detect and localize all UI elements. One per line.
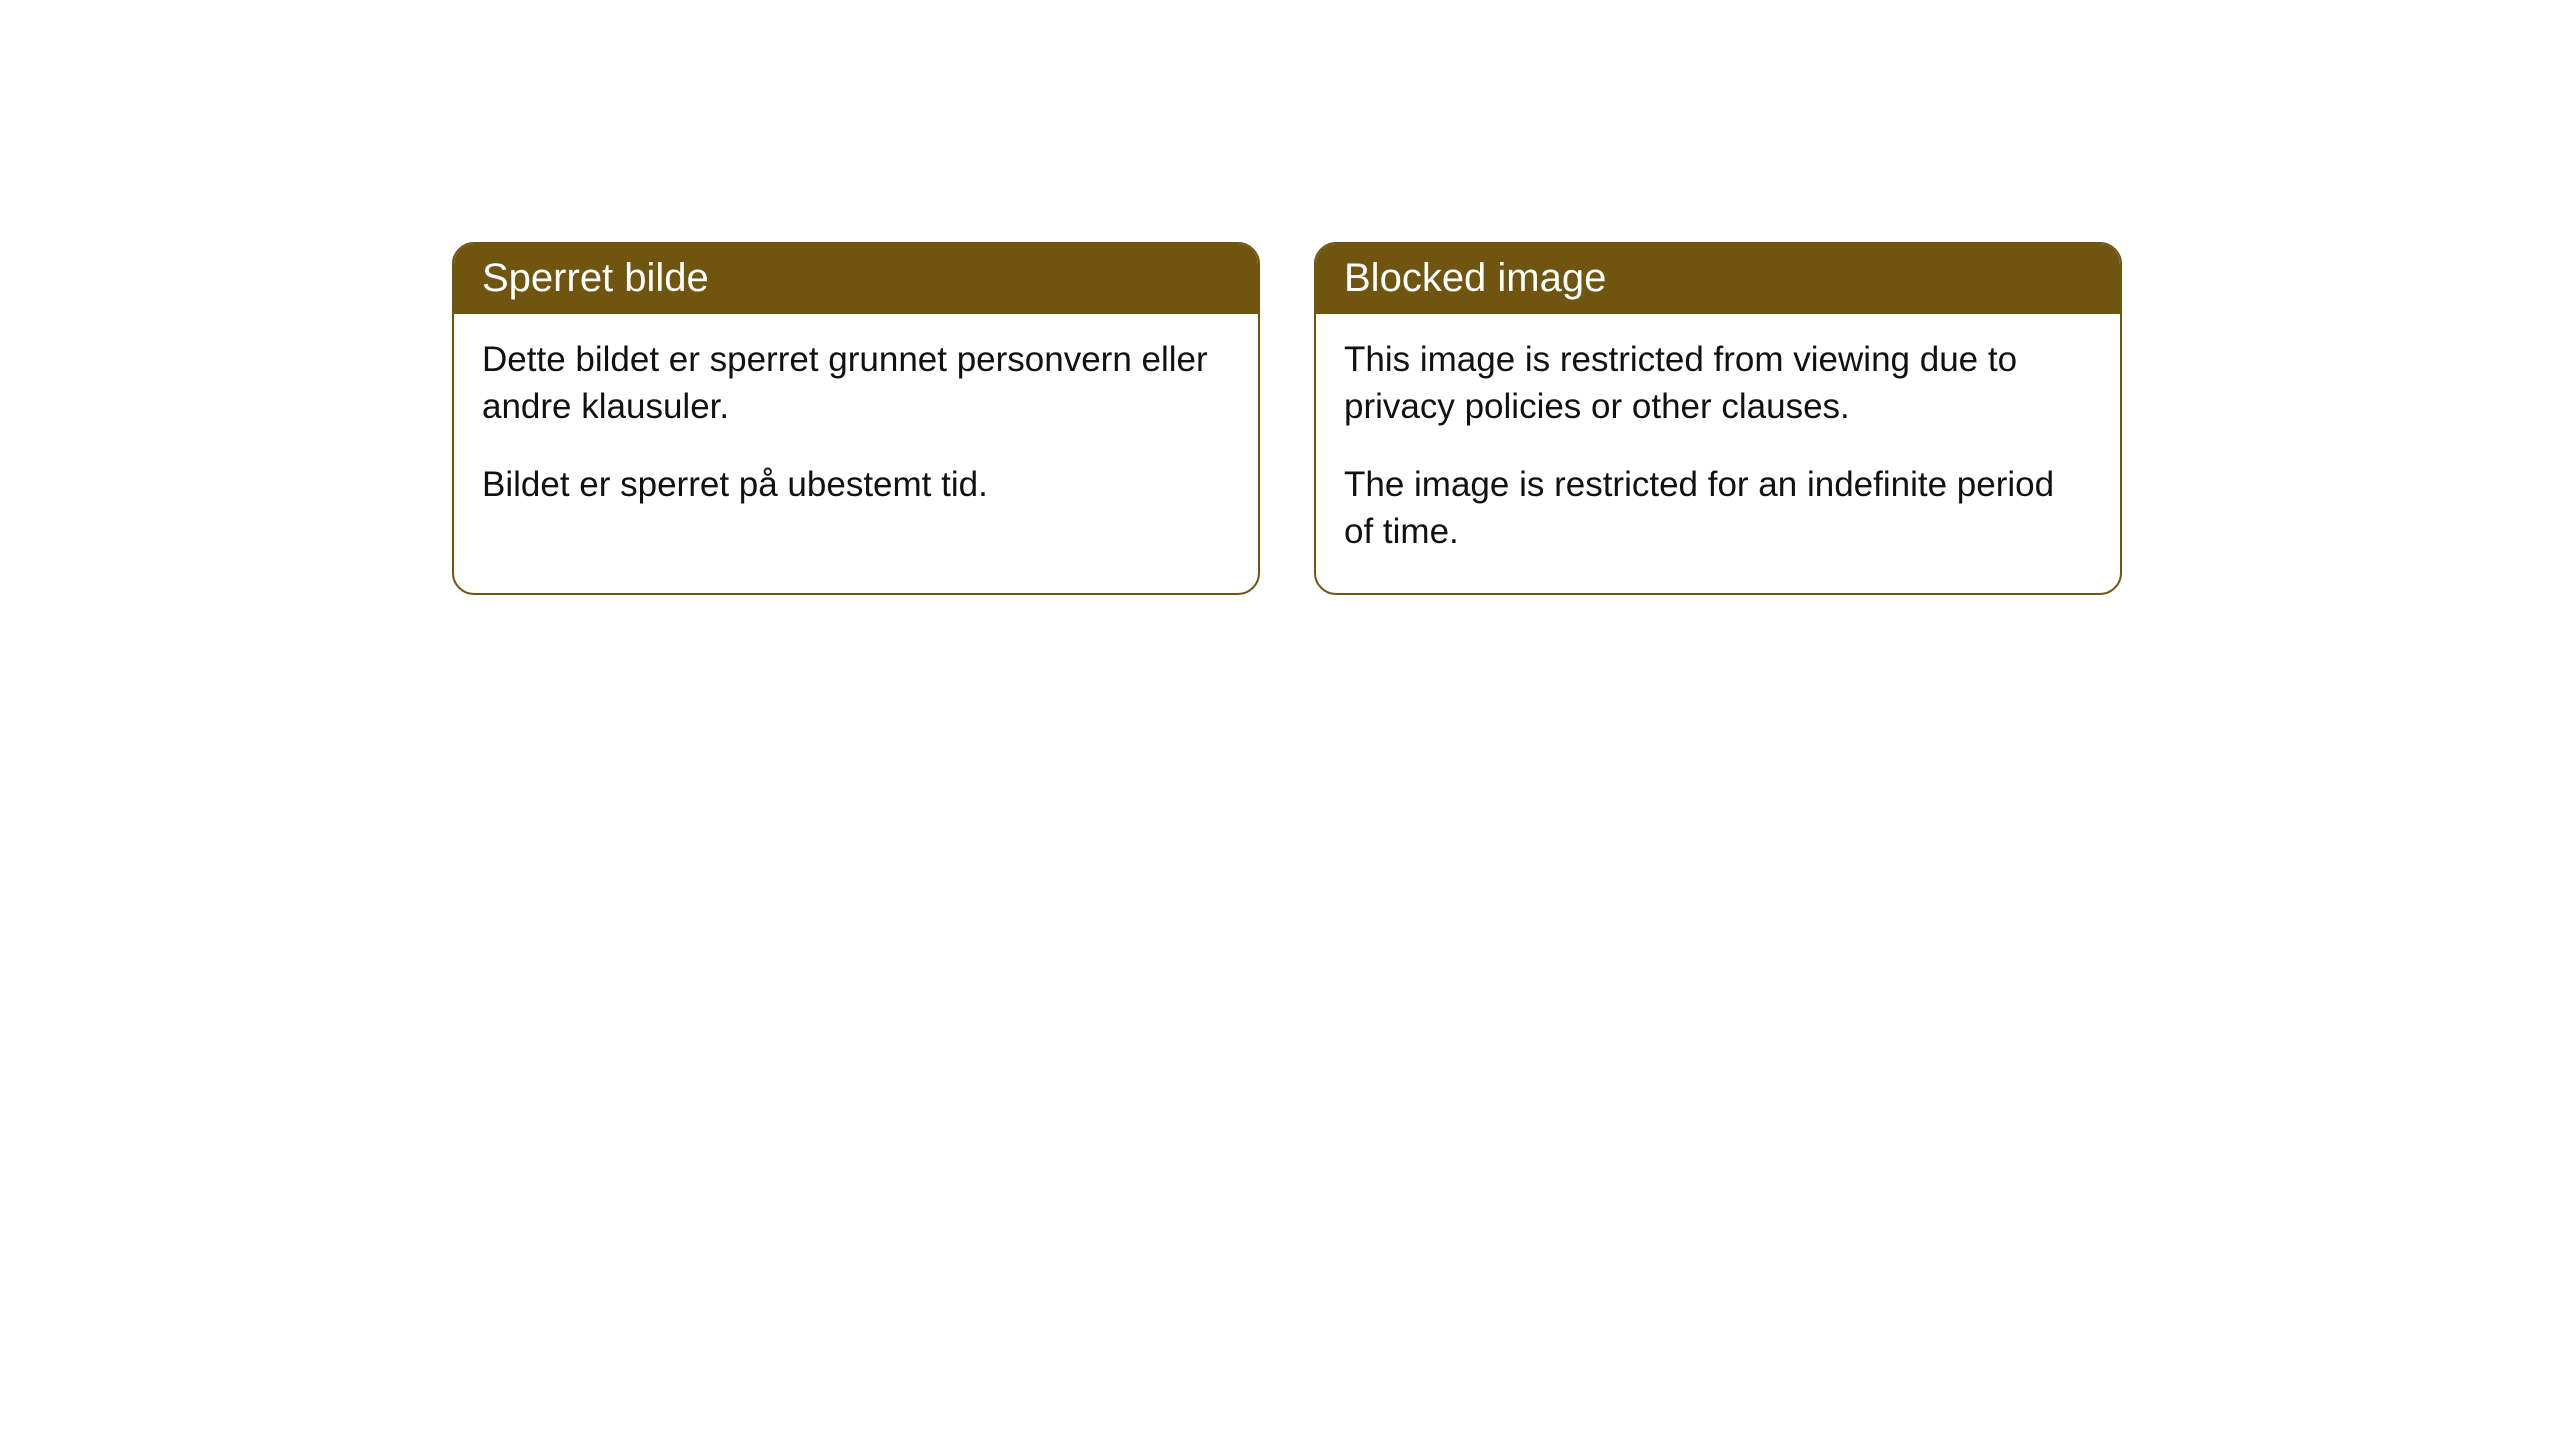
card-body-en: This image is restricted from viewing du… — [1316, 314, 2120, 593]
card-text-en-1: This image is restricted from viewing du… — [1344, 336, 2092, 431]
card-title-no: Sperret bilde — [454, 244, 1258, 314]
blocked-image-card-en: Blocked image This image is restricted f… — [1314, 242, 2122, 595]
blocked-image-card-no: Sperret bilde Dette bildet er sperret gr… — [452, 242, 1260, 595]
card-text-no-1: Dette bildet er sperret grunnet personve… — [482, 336, 1230, 431]
card-text-en-2: The image is restricted for an indefinit… — [1344, 461, 2092, 556]
cards-row: Sperret bilde Dette bildet er sperret gr… — [0, 0, 2560, 595]
card-body-no: Dette bildet er sperret grunnet personve… — [454, 314, 1258, 546]
card-text-no-2: Bildet er sperret på ubestemt tid. — [482, 461, 1230, 508]
card-title-en: Blocked image — [1316, 244, 2120, 314]
